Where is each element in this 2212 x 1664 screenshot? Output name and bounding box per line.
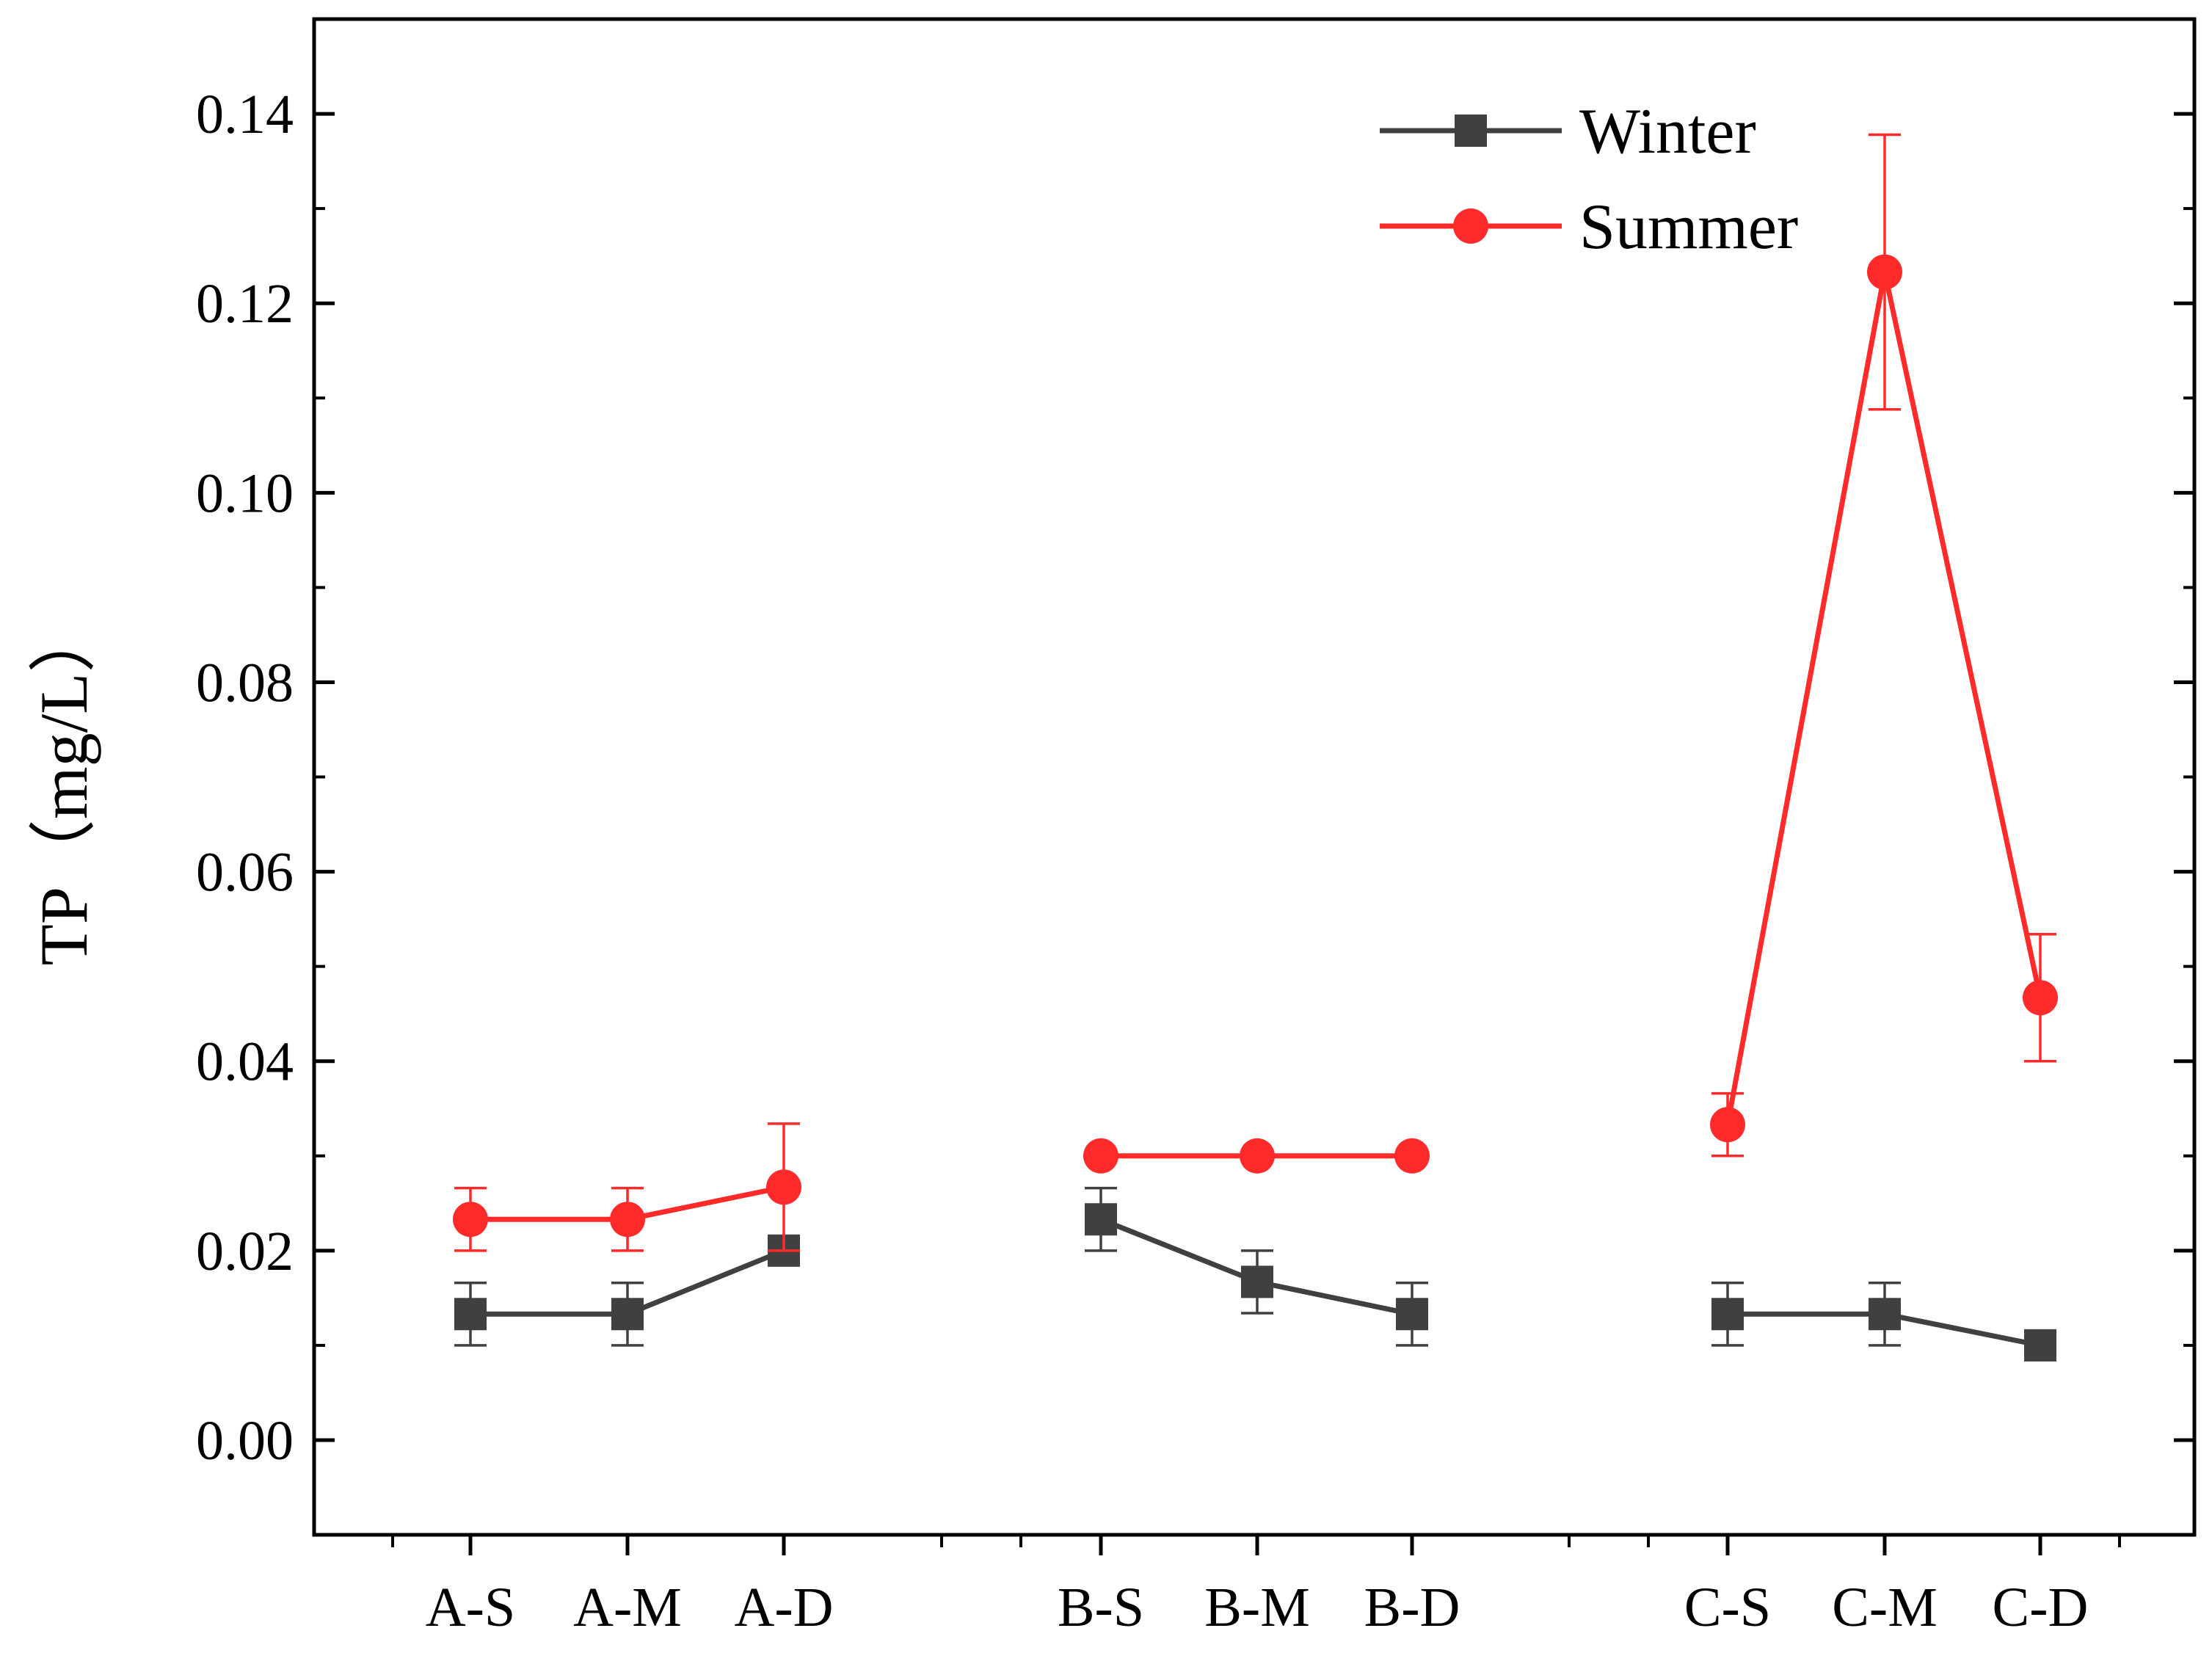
data-point-winter bbox=[1085, 1203, 1117, 1236]
data-point-winter bbox=[611, 1298, 644, 1331]
y-tick-label: 0.04 bbox=[196, 1031, 294, 1093]
x-tick-label: C-D bbox=[1993, 1577, 2089, 1638]
data-point-summer bbox=[610, 1202, 645, 1238]
data-point-summer bbox=[1867, 254, 1902, 290]
data-point-winter bbox=[454, 1298, 487, 1331]
x-axis-ticks: A-S A-M A-D B-S B-M B-D C-S C-M C-D bbox=[391, 1535, 2121, 1638]
plot-border bbox=[312, 17, 2197, 1537]
legend-label: Winter bbox=[1579, 96, 1756, 167]
y-tick-label: 0.00 bbox=[196, 1410, 294, 1472]
x-tick-label: C-M bbox=[1832, 1577, 1938, 1638]
series-winter bbox=[454, 1186, 2056, 1362]
legend-label: Summer bbox=[1579, 192, 1798, 263]
x-tick-label: B-M bbox=[1204, 1577, 1310, 1638]
y-tick-label: 0.10 bbox=[196, 462, 294, 524]
x-tick-label: A-M bbox=[573, 1577, 682, 1638]
data-point-winter bbox=[1396, 1298, 1428, 1331]
legend: Winter Summer bbox=[1380, 96, 1798, 263]
data-point-summer bbox=[1240, 1138, 1275, 1174]
y-tick-label: 0.12 bbox=[196, 273, 294, 335]
x-tick-label: B-S bbox=[1058, 1577, 1144, 1638]
y-tick-label: 0.14 bbox=[196, 84, 294, 145]
data-point-summer bbox=[1710, 1107, 1745, 1143]
data-point-summer bbox=[766, 1169, 801, 1205]
series-layer bbox=[453, 133, 2058, 1362]
legend-marker-square bbox=[1455, 115, 1487, 147]
y-tick-label: 0.06 bbox=[196, 842, 294, 904]
y-tick-label: 0.08 bbox=[196, 652, 294, 713]
data-point-summer bbox=[2023, 980, 2058, 1016]
x-tick-label: B-D bbox=[1364, 1577, 1460, 1638]
y-axis-ticks: 0.00 0.02 0.04 0.06 0.08 0.10 0.12 0.14 bbox=[196, 18, 2194, 1536]
data-point-winter bbox=[1241, 1265, 1273, 1298]
legend-item-winter: Winter bbox=[1380, 96, 1756, 167]
data-point-summer bbox=[453, 1202, 488, 1238]
plot-frame bbox=[312, 17, 2197, 1537]
y-axis-title: TP（mg/L） bbox=[26, 606, 101, 966]
legend-item-summer: Summer bbox=[1380, 192, 1798, 263]
y-tick-label: 0.02 bbox=[196, 1221, 294, 1282]
data-point-winter bbox=[1869, 1298, 1901, 1331]
data-point-summer bbox=[1394, 1138, 1430, 1174]
legend-marker-circle bbox=[1453, 208, 1488, 244]
data-point-winter bbox=[2024, 1329, 2056, 1362]
x-tick-label: A-D bbox=[734, 1577, 833, 1638]
x-tick-label: A-S bbox=[426, 1577, 515, 1638]
series-summer bbox=[453, 133, 2058, 1252]
x-tick-label: C-S bbox=[1684, 1577, 1771, 1638]
data-point-winter bbox=[1711, 1298, 1744, 1331]
data-point-summer bbox=[1083, 1138, 1118, 1174]
